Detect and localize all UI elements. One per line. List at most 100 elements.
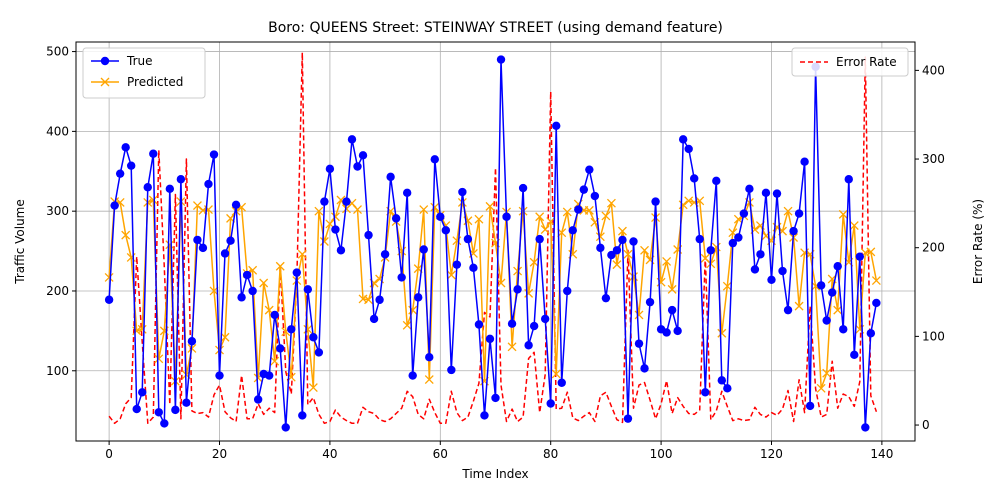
true-point <box>325 164 335 174</box>
y-axis-label: Traffic Volume <box>13 199 27 285</box>
true-point <box>182 398 191 407</box>
true-point <box>132 404 141 414</box>
legend-error-label: Error Rate <box>836 55 897 69</box>
predicted-point-stroke <box>259 278 269 288</box>
true-point <box>518 183 528 193</box>
true-point <box>761 188 771 198</box>
true-point <box>756 250 765 259</box>
predicted-point <box>717 328 727 338</box>
true-point <box>380 250 390 259</box>
true-point <box>264 371 274 380</box>
predicted-point-stroke <box>551 369 561 379</box>
legend-predicted-label: Predicted <box>127 75 183 89</box>
predicted-point-stroke <box>667 284 677 294</box>
true-point <box>861 423 870 432</box>
true-point <box>844 175 853 184</box>
true-point <box>750 265 760 274</box>
true-point <box>568 226 577 235</box>
true-point <box>143 183 152 192</box>
predicted-point <box>364 295 374 305</box>
predicted-point-stroke <box>137 324 147 334</box>
predicted-point <box>606 198 616 208</box>
true-point <box>149 149 158 158</box>
series-layer <box>104 51 881 432</box>
true-point <box>375 295 384 304</box>
predicted-point-stroke <box>347 198 357 208</box>
true-point <box>535 234 544 244</box>
predicted-point <box>507 342 517 352</box>
predicted-point <box>270 356 280 366</box>
true-point <box>193 235 202 245</box>
predicted-point <box>121 230 131 240</box>
predicted-point <box>137 324 147 334</box>
predicted-point-stroke <box>314 206 324 216</box>
predicted-point-stroke <box>237 202 247 212</box>
true-point <box>425 353 434 362</box>
true-point <box>226 236 235 245</box>
true-point <box>480 411 489 420</box>
predicted-point-stroke <box>446 270 456 280</box>
predicted-point-stroke <box>640 245 649 255</box>
true-point <box>298 411 307 420</box>
true-point <box>160 419 169 428</box>
predicted-point-stroke <box>402 320 412 330</box>
true-point <box>839 325 848 334</box>
true-point <box>717 376 727 385</box>
predicted-point-stroke <box>684 196 694 206</box>
predicted-point <box>794 301 804 311</box>
true-point <box>292 268 301 277</box>
predicted-point-stroke <box>419 205 429 215</box>
predicted-point <box>297 249 307 259</box>
predicted-point-stroke <box>330 212 340 222</box>
predicted-point <box>165 240 175 250</box>
predicted-point-stroke <box>336 195 346 205</box>
true-point <box>215 371 224 380</box>
predicted-point-stroke <box>353 205 362 215</box>
true-point <box>309 333 318 342</box>
true-point <box>303 285 313 294</box>
x-tick-label: 60 <box>433 447 448 461</box>
predicted-point-stroke <box>198 205 208 215</box>
true-point <box>800 157 809 166</box>
true-point <box>723 384 732 393</box>
predicted-point <box>623 249 633 259</box>
predicted-point-stroke <box>165 240 175 250</box>
predicted-point-stroke <box>220 332 230 342</box>
predicted-point-stroke <box>413 264 423 274</box>
predicted-point <box>838 209 848 219</box>
true-point <box>673 326 682 336</box>
true-point <box>794 209 804 218</box>
true-point <box>579 185 589 194</box>
predicted-point-stroke <box>529 257 539 267</box>
predicted-point-stroke <box>430 202 440 212</box>
predicted-point-stroke <box>623 249 633 259</box>
legend-right-box <box>791 47 909 77</box>
x-tick-label: 80 <box>543 447 558 461</box>
predicted-point <box>783 206 793 216</box>
true-point <box>739 209 749 218</box>
true-point <box>662 328 671 337</box>
true-point <box>198 243 208 253</box>
true-point <box>419 245 428 254</box>
axes-layer: 0 20 40 60 80 100 120 140 100 200 300 400 500 0 100 200… <box>46 45 945 461</box>
true-point <box>171 405 180 415</box>
true-point <box>391 214 401 223</box>
predicted-point-stroke <box>226 213 236 223</box>
true-point <box>524 341 533 350</box>
true-point <box>121 143 130 152</box>
predicted-point-stroke <box>612 260 622 270</box>
true-point <box>783 305 793 315</box>
predicted-point <box>540 225 550 234</box>
x-tick-label: 20 <box>212 447 227 461</box>
predicted-point <box>314 206 324 216</box>
predicted-point-stroke <box>601 211 611 221</box>
predicted-point <box>154 354 164 364</box>
predicted-point-stroke <box>700 253 710 263</box>
predicted-point <box>849 221 859 230</box>
predicted-point <box>259 278 269 288</box>
true-point <box>463 234 473 244</box>
predicted-point-stroke <box>121 230 131 240</box>
predicted-point-stroke <box>485 201 495 211</box>
legend-true-dot <box>100 56 110 66</box>
y2-tick-label: 100 <box>922 329 945 343</box>
